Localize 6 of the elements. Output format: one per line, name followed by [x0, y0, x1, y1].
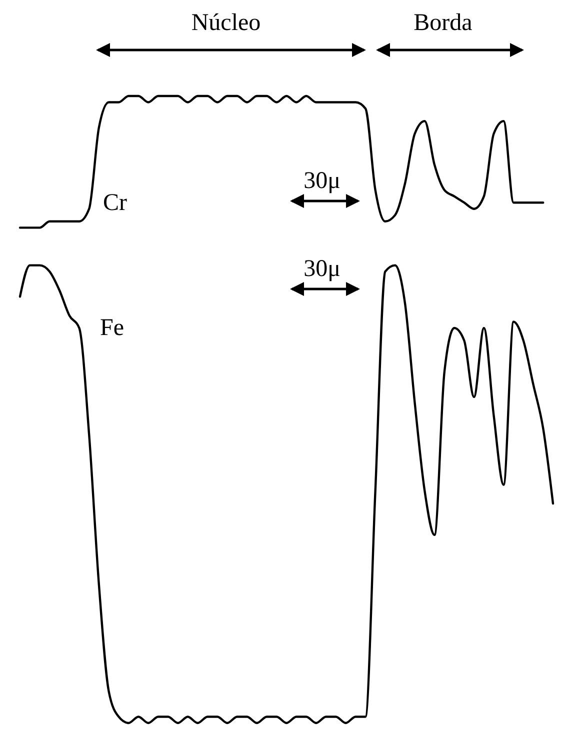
series-label: Cr	[103, 190, 128, 216]
text: Núcleo	[191, 10, 261, 36]
annotation: 30μ	[304, 256, 340, 282]
text: Borda	[414, 10, 473, 36]
series-label: Fe	[100, 315, 124, 341]
annotation: 30μ	[304, 168, 340, 194]
